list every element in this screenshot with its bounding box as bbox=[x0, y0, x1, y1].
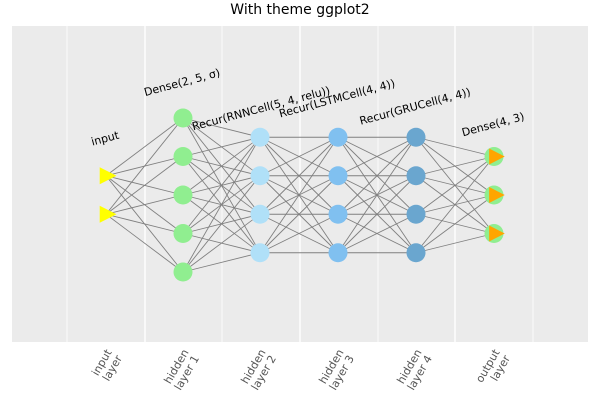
diagram-title: With theme ggplot2 bbox=[230, 2, 369, 18]
edge bbox=[259, 213, 339, 254]
edge bbox=[415, 233, 495, 254]
edge bbox=[415, 136, 495, 157]
edge bbox=[259, 136, 339, 177]
output-marker-icon bbox=[489, 148, 505, 165]
neuron-node bbox=[328, 243, 348, 263]
edge bbox=[182, 136, 261, 234]
edge bbox=[182, 136, 261, 157]
edge bbox=[259, 136, 339, 215]
edge bbox=[105, 117, 184, 177]
nodes bbox=[99, 108, 505, 282]
input-node bbox=[99, 167, 117, 185]
edge bbox=[337, 175, 417, 254]
x-tick-label: hiddenlayer 3 bbox=[316, 347, 357, 393]
edge bbox=[337, 136, 417, 254]
edge bbox=[415, 156, 495, 177]
edge bbox=[105, 117, 184, 215]
edge bbox=[182, 175, 261, 273]
neuron-node bbox=[328, 166, 348, 186]
x-tick-label: hiddenlayer 2 bbox=[238, 347, 279, 393]
neuron-node bbox=[406, 166, 426, 186]
x-tick-labels: inputlayer hiddenlayer 1 hiddenlayer 2 hidd… bbox=[89, 346, 513, 392]
edge bbox=[105, 194, 184, 215]
neuron-node bbox=[250, 166, 270, 186]
edge bbox=[182, 252, 261, 273]
neuron-node bbox=[328, 127, 348, 147]
x-tick-label: inputlayer bbox=[89, 346, 125, 384]
neuron-node bbox=[328, 204, 348, 224]
x-tick-label: hiddenlayer 4 bbox=[394, 347, 435, 393]
neuron-node bbox=[173, 147, 193, 166]
grid-lines bbox=[66, 26, 534, 342]
neuron-node bbox=[173, 262, 193, 282]
edge bbox=[337, 136, 417, 215]
edge bbox=[259, 175, 339, 254]
neuron-node bbox=[173, 108, 193, 128]
input-node bbox=[99, 205, 117, 223]
neuron-node bbox=[250, 204, 270, 224]
neuron-node bbox=[250, 127, 270, 147]
edge bbox=[182, 137, 261, 273]
neuron-node bbox=[406, 243, 426, 263]
edge bbox=[415, 194, 495, 254]
edge bbox=[182, 213, 261, 273]
x-tick-label: outputlayer bbox=[473, 346, 513, 391]
output-marker-icon bbox=[489, 225, 505, 242]
edge bbox=[105, 213, 184, 273]
edge bbox=[337, 213, 417, 254]
neuron-node bbox=[406, 127, 426, 147]
edge bbox=[259, 136, 339, 254]
edges bbox=[105, 117, 495, 273]
edge bbox=[415, 156, 495, 215]
edge bbox=[415, 156, 495, 254]
neuron-node bbox=[173, 185, 193, 205]
output-marker-icon bbox=[489, 187, 505, 203]
edge bbox=[182, 136, 261, 196]
edge bbox=[182, 117, 261, 138]
neuron-node bbox=[406, 204, 426, 224]
edge bbox=[337, 136, 417, 177]
neuron-node bbox=[250, 243, 270, 263]
neuron-node bbox=[173, 224, 193, 243]
edge bbox=[105, 156, 184, 215]
x-tick-label: hiddenlayer 1 bbox=[161, 347, 202, 393]
edge bbox=[105, 213, 184, 234]
